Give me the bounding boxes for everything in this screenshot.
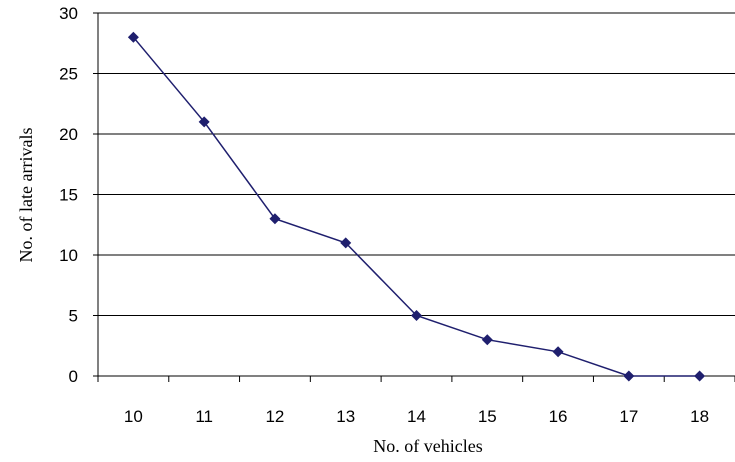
y-tick-label: 20 bbox=[59, 125, 78, 144]
x-tick-label: 11 bbox=[195, 407, 213, 426]
data-point bbox=[694, 370, 706, 382]
data-point bbox=[269, 213, 281, 225]
y-axis-title: No. of late arrivals bbox=[16, 128, 36, 263]
y-tick-label: 0 bbox=[69, 367, 78, 386]
y-tick-label: 30 bbox=[59, 4, 78, 23]
data-point bbox=[623, 370, 635, 382]
axes bbox=[93, 12, 735, 382]
data-point bbox=[198, 116, 210, 128]
y-tick-label: 10 bbox=[59, 246, 78, 265]
x-tick-label: 12 bbox=[265, 407, 284, 426]
x-tick-label: 18 bbox=[690, 407, 709, 426]
y-tick-label: 15 bbox=[59, 186, 78, 205]
data-points bbox=[127, 31, 706, 382]
x-tick-labels: 10 11 12 13 14 15 16 17 18 bbox=[124, 407, 709, 426]
x-axis-title: No. of vehicles bbox=[373, 436, 482, 456]
x-tick-label: 17 bbox=[619, 407, 638, 426]
data-point bbox=[411, 310, 422, 321]
x-tick-label: 15 bbox=[478, 407, 497, 426]
data-point bbox=[552, 346, 564, 358]
x-tick-label: 10 bbox=[124, 407, 143, 426]
series-line-0 bbox=[132, 36, 700, 377]
x-tick-label: 14 bbox=[407, 407, 426, 426]
y-tick-label: 5 bbox=[69, 307, 78, 326]
gridlines bbox=[98, 12, 735, 316]
y-tick-label: 25 bbox=[59, 65, 78, 84]
data-point bbox=[340, 237, 352, 249]
x-tick-label: 16 bbox=[549, 407, 568, 426]
x-tick-label: 13 bbox=[336, 407, 355, 426]
series-line bbox=[132, 36, 700, 377]
y-tick-labels: 0 5 10 15 20 25 30 bbox=[59, 4, 78, 386]
data-point bbox=[127, 31, 139, 43]
data-point bbox=[481, 334, 493, 346]
